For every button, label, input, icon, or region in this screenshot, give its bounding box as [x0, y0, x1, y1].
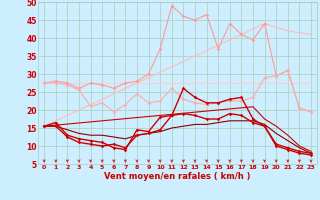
X-axis label: Vent moyen/en rafales ( km/h ): Vent moyen/en rafales ( km/h )	[104, 172, 251, 181]
